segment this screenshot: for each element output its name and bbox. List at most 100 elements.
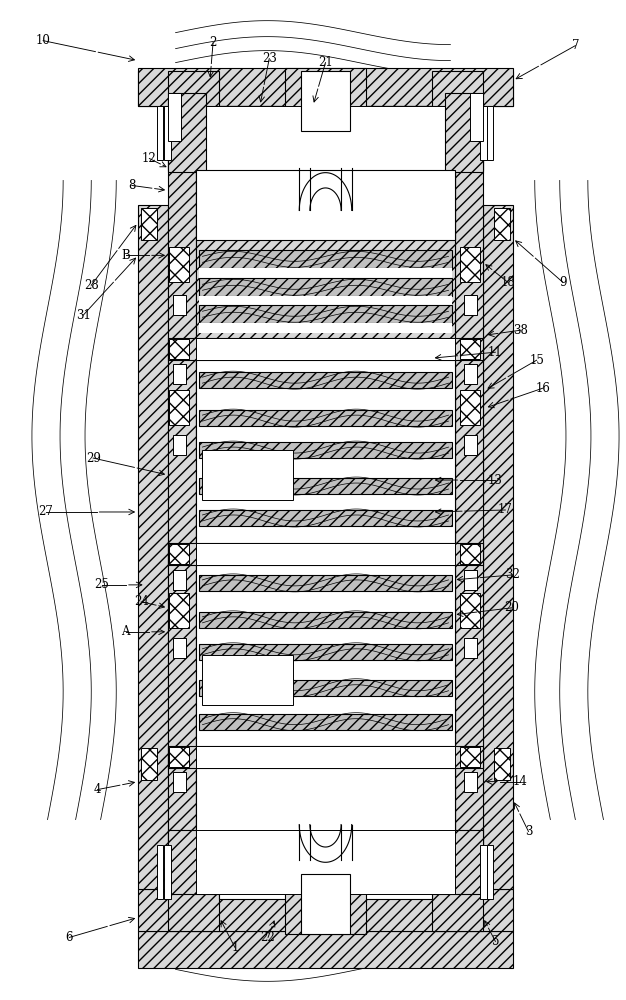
Text: 5: 5 [491, 935, 499, 948]
Bar [459, 390, 480, 425]
Text: 12: 12 [142, 152, 156, 165]
Bar [199, 268, 452, 278]
Bar [199, 442, 452, 458]
Bar [170, 747, 189, 767]
Bar [168, 106, 196, 894]
Bar [168, 93, 205, 172]
Bar [464, 295, 476, 315]
Text: 3: 3 [525, 825, 532, 838]
Text: 23: 23 [262, 52, 277, 65]
Bar [199, 372, 452, 388]
Bar [285, 68, 366, 131]
Bar [486, 106, 493, 160]
Bar [170, 390, 189, 425]
Bar [199, 323, 452, 333]
Text: 16: 16 [535, 382, 550, 395]
Text: 9: 9 [559, 276, 567, 289]
Text: 14: 14 [513, 775, 528, 788]
Bar [138, 205, 168, 889]
Bar [432, 71, 483, 131]
Text: 2: 2 [209, 36, 217, 49]
Bar [173, 570, 185, 590]
Text: 21: 21 [318, 56, 333, 69]
Text: 27: 27 [38, 505, 53, 518]
Bar [196, 746, 454, 768]
Text: 25: 25 [95, 578, 110, 591]
Bar [196, 170, 454, 830]
Bar [157, 106, 163, 160]
Text: 10: 10 [36, 34, 51, 47]
Bar [459, 747, 480, 767]
Bar [173, 772, 185, 792]
Text: 29: 29 [86, 452, 101, 465]
Bar [464, 364, 476, 384]
Bar [199, 644, 452, 660]
Text: 17: 17 [498, 503, 513, 516]
Bar [173, 295, 185, 315]
Bar [300, 71, 351, 131]
Text: 22: 22 [260, 931, 275, 944]
Bar [138, 931, 513, 968]
Text: B: B [121, 249, 130, 262]
Bar [157, 845, 163, 899]
Bar [170, 247, 189, 282]
Bar [199, 250, 452, 268]
Bar [196, 768, 454, 835]
Bar [464, 638, 476, 658]
Text: A: A [121, 625, 130, 638]
Bar [199, 410, 452, 426]
Bar [470, 93, 483, 140]
Bar [202, 655, 293, 705]
Bar [202, 450, 293, 500]
Text: 32: 32 [505, 568, 520, 581]
Bar [199, 575, 452, 591]
Bar [138, 889, 513, 931]
Bar [300, 874, 351, 934]
Bar [168, 71, 219, 131]
Bar [168, 338, 483, 360]
Bar [173, 364, 185, 384]
Text: 8: 8 [128, 179, 136, 192]
Bar [199, 680, 452, 696]
Bar [459, 544, 480, 564]
Bar [141, 208, 157, 240]
Text: 15: 15 [529, 354, 544, 367]
Bar [459, 339, 480, 359]
Bar [199, 296, 452, 306]
Bar [196, 543, 454, 565]
Bar [219, 874, 432, 899]
Bar [138, 71, 513, 106]
Bar [170, 339, 189, 359]
Bar [494, 748, 510, 780]
Text: 1: 1 [231, 941, 239, 954]
Bar [196, 830, 454, 894]
Bar [196, 338, 454, 360]
Bar [483, 205, 513, 889]
Bar [199, 478, 452, 494]
Bar [464, 570, 476, 590]
Bar [138, 68, 513, 106]
Bar [168, 106, 483, 170]
Text: 20: 20 [504, 601, 519, 614]
Bar [199, 612, 452, 628]
Text: 24: 24 [134, 595, 148, 608]
Bar [199, 510, 452, 526]
Bar [199, 714, 452, 730]
Text: 28: 28 [84, 279, 99, 292]
Bar [196, 565, 454, 750]
Text: 7: 7 [572, 39, 579, 52]
Bar [173, 638, 185, 658]
Bar [168, 871, 219, 931]
Bar [141, 748, 157, 780]
Bar [170, 544, 189, 564]
Bar [486, 845, 493, 899]
Text: 13: 13 [488, 474, 503, 487]
Text: 4: 4 [94, 783, 101, 796]
Bar [196, 360, 454, 545]
Text: 38: 38 [513, 324, 528, 337]
Bar [285, 871, 366, 934]
Text: 18: 18 [501, 276, 515, 289]
Bar [168, 93, 180, 140]
Text: 6: 6 [66, 931, 73, 944]
Bar [464, 435, 476, 455]
